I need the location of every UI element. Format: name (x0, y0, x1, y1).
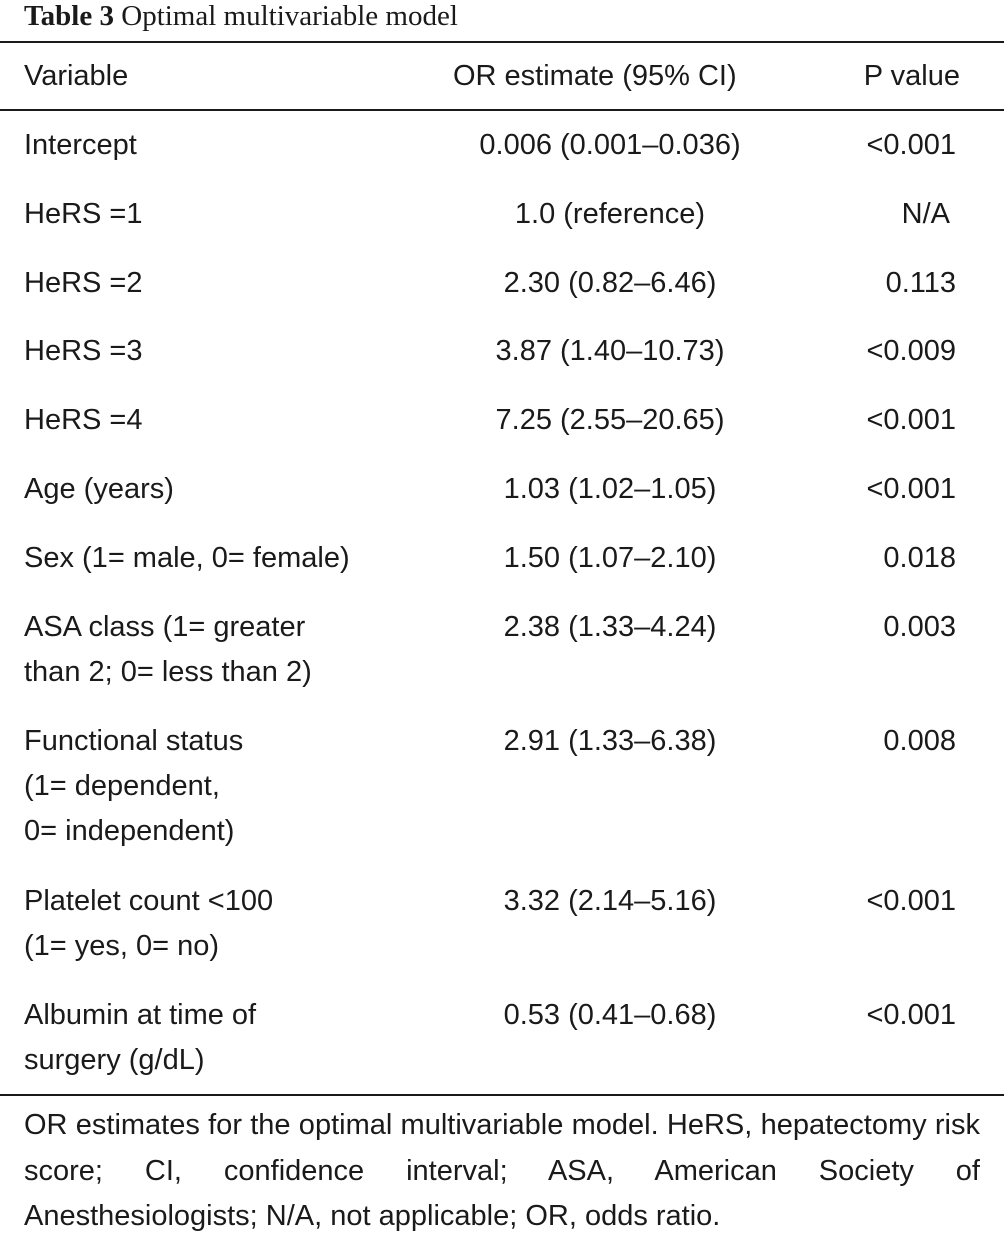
variable-cell: Age (years) (24, 473, 174, 505)
p-value-cell: 0.003 (883, 611, 956, 643)
column-header-or-estimate: OR estimate (95% CI) (453, 60, 737, 92)
or-estimate-cell: 1.0 (reference) (514, 198, 706, 230)
table-header-row: Variable OR estimate (95% CI) P value (0, 42, 1004, 109)
p-value-cell: 0.008 (883, 725, 956, 757)
p-value-cell: <0.001 (866, 473, 956, 505)
or-estimate-cell: 2.30 (0.82–6.46) (503, 267, 717, 299)
variable-cell: ASA class (1= greater than 2; 0= less th… (24, 611, 312, 688)
or-estimate-cell: 1.03 (1.02–1.05) (503, 473, 717, 505)
or-estimate-cell: 1.50 (1.07–2.10) (503, 542, 717, 574)
or-estimate-cell: 0.53 (0.41–0.68) (503, 999, 717, 1031)
variable-cell: Platelet count <100 (1= yes, 0= no) (24, 885, 274, 962)
or-estimate-cell: 2.38 (1.33–4.24) (503, 611, 717, 643)
table-footnote: OR estimates for the optimal multivariab… (24, 1109, 980, 1232)
p-value-cell: <0.001 (866, 999, 956, 1031)
variable-cell: Functional status (1= dependent, 0= inde… (24, 725, 244, 847)
p-value-cell: <0.001 (866, 885, 956, 917)
table-caption-label: Table 3 (24, 0, 114, 32)
variable-cell: HeRS =2 (24, 267, 143, 299)
p-value-cell: <0.009 (866, 335, 956, 367)
or-estimate-cell: 3.87 (1.40–10.73) (495, 335, 725, 367)
p-value-cell: <0.001 (866, 404, 956, 436)
table-caption-title: Optimal multivariable model (121, 0, 458, 32)
table-header-rule (0, 109, 1004, 111)
or-estimate-cell: 2.91 (1.33–6.38) (503, 725, 717, 757)
or-estimate-cell: 7.25 (2.55–20.65) (495, 404, 725, 436)
p-value-cell: N/A (901, 198, 950, 230)
p-value-cell: <0.001 (866, 129, 956, 161)
variable-cell: Albumin at time of surgery (g/dL) (24, 999, 257, 1076)
variable-cell: HeRS =4 (24, 404, 143, 436)
variable-cell: Intercept (24, 129, 137, 161)
p-value-cell: 0.113 (885, 267, 956, 299)
column-header-p-value: P value (863, 60, 960, 92)
p-value-cell: 0.018 (883, 542, 956, 574)
column-header-variable: Variable (24, 60, 129, 92)
table-bottom-rule (0, 1094, 1004, 1096)
table-caption: Table 3 Optimal multivariable model (24, 0, 458, 34)
variable-cell: HeRS =1 (24, 198, 143, 230)
or-estimate-cell: 0.006 (0.001–0.036) (479, 129, 741, 161)
table-top-rule (0, 41, 1004, 43)
or-estimate-cell: 3.32 (2.14–5.16) (503, 885, 717, 917)
variable-cell: Sex (1= male, 0= female) (24, 542, 350, 574)
variable-cell: HeRS =3 (24, 335, 143, 367)
